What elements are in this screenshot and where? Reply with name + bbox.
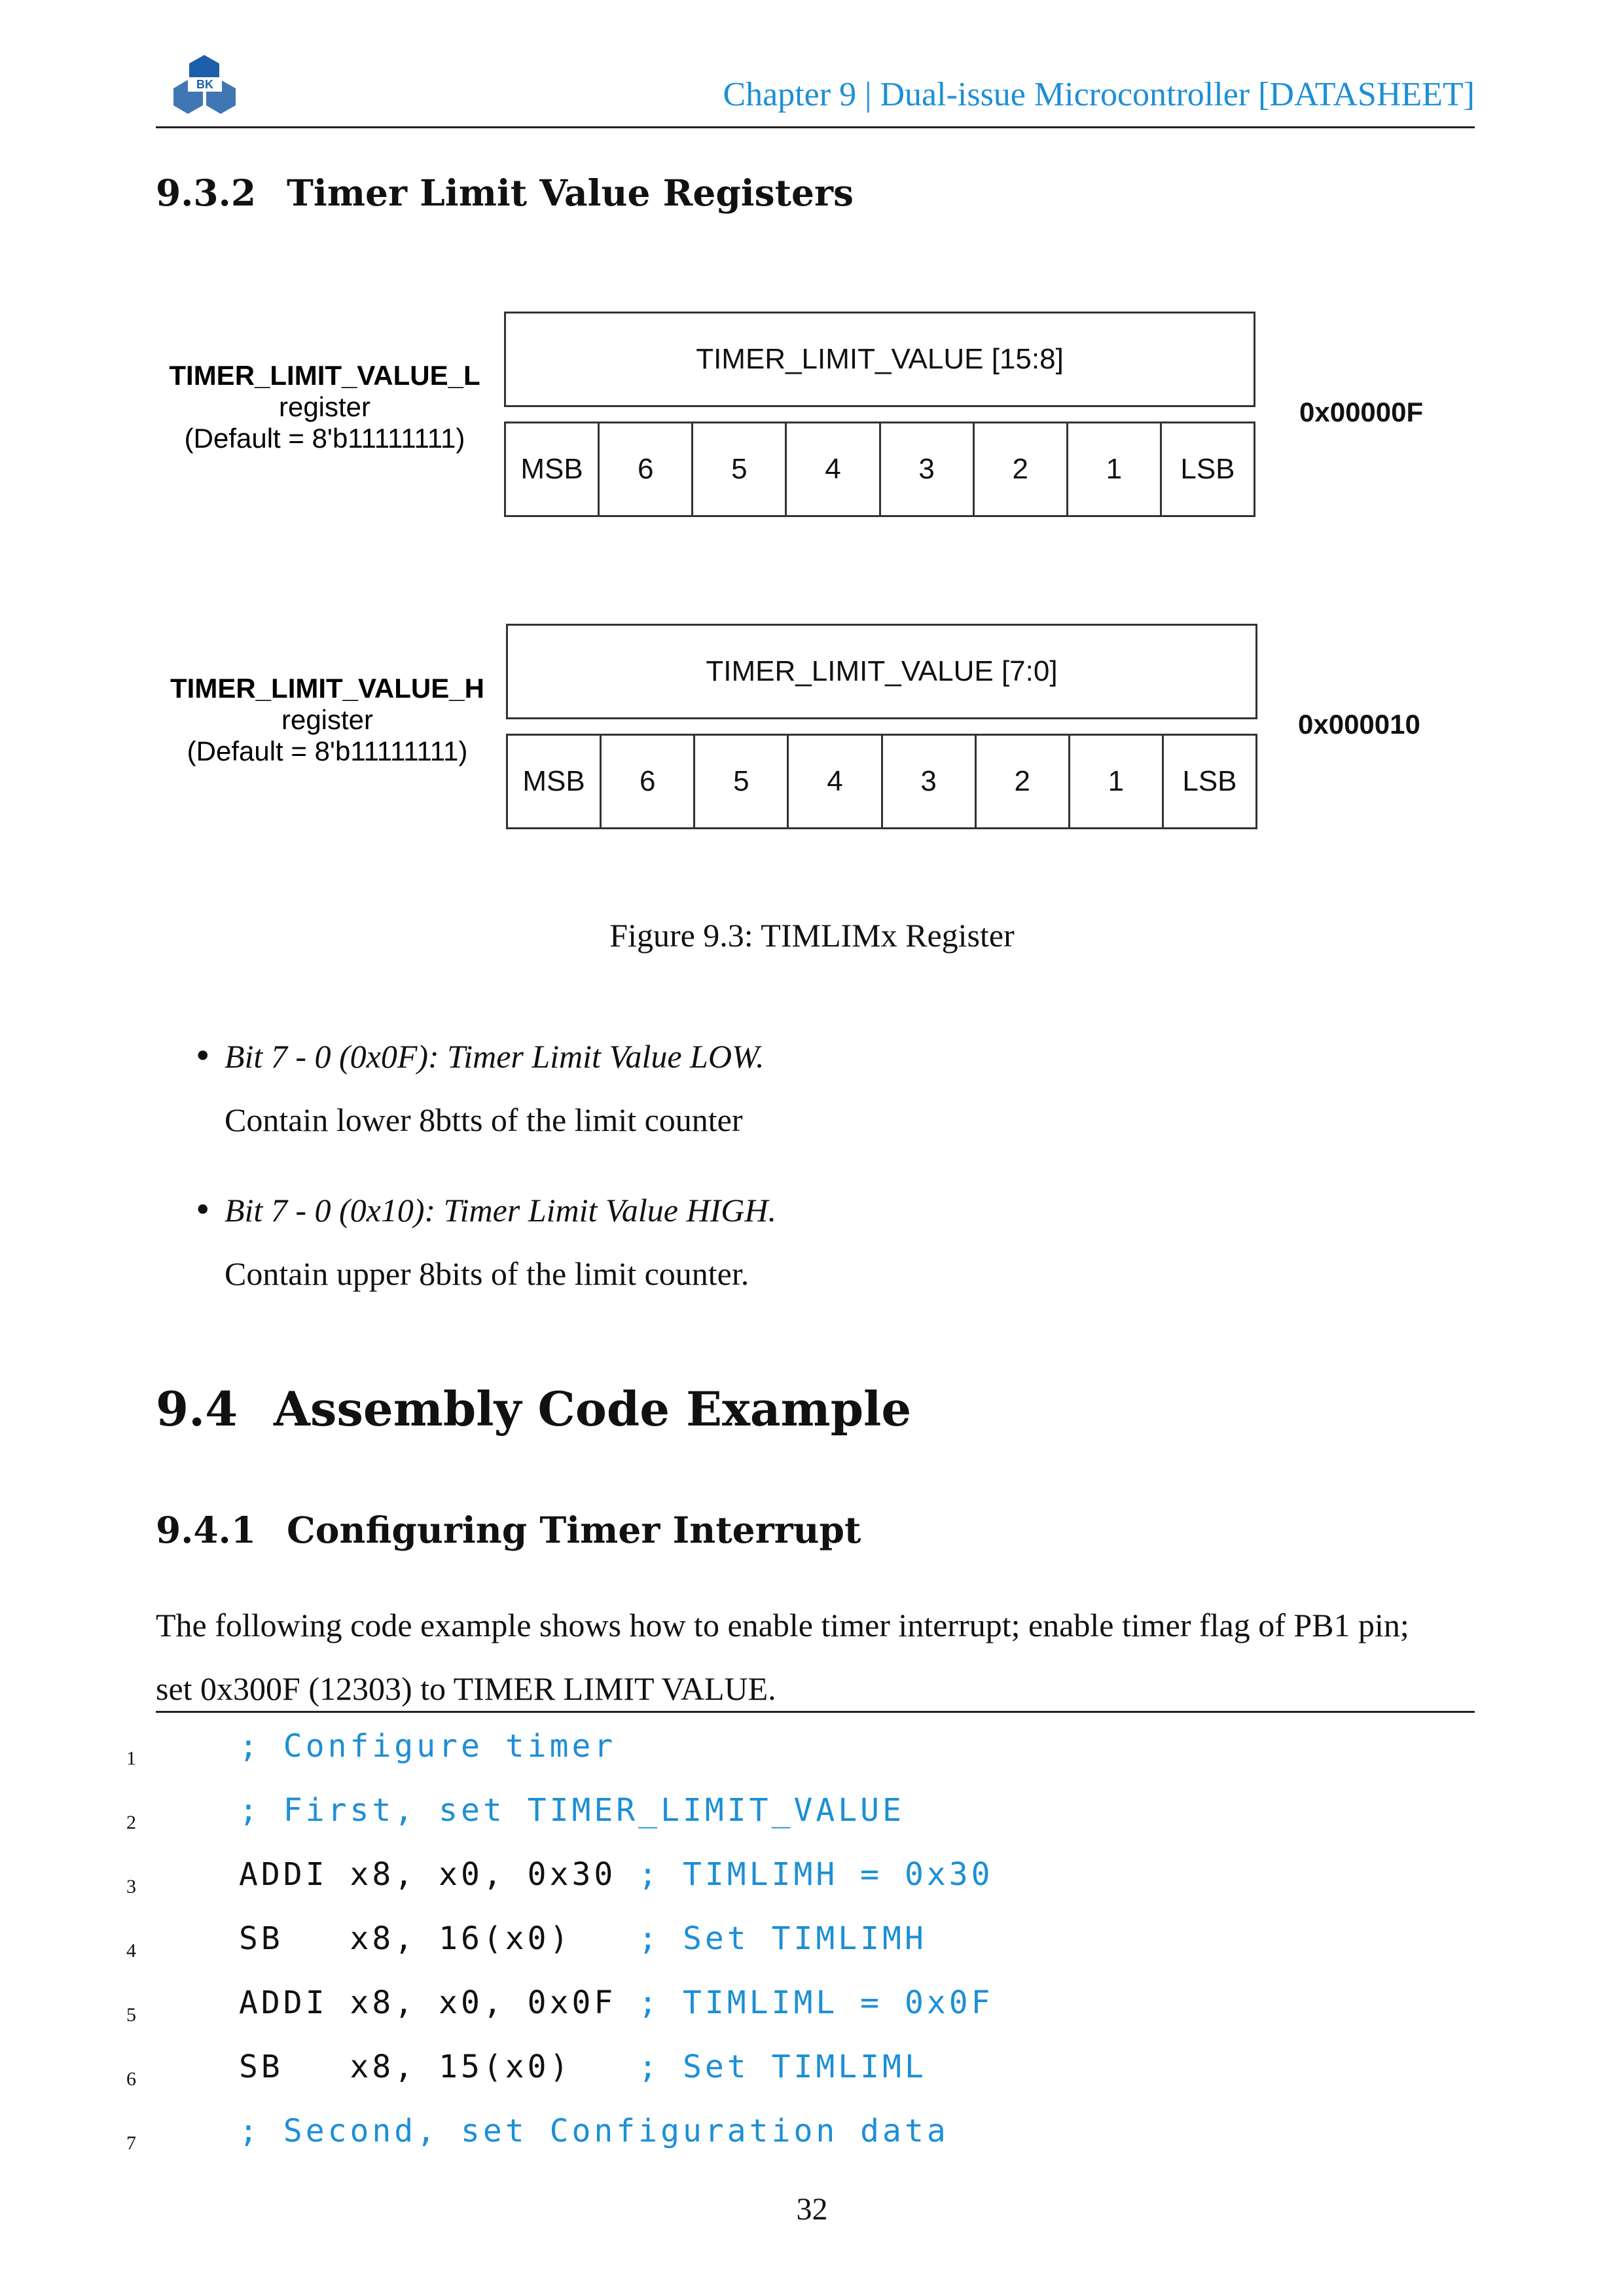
bit-cell: LSB <box>1182 765 1237 797</box>
code-comment: ; TIMLIML = 0x0F <box>638 1984 994 2021</box>
code-text: ; Second, set Configuration data <box>239 2113 949 2149</box>
paragraph-line: set 0x300F (12303) to TIMER LIMIT VALUE. <box>156 1670 776 1707</box>
figure-caption: Figure 9.3: TIMLIMx Register <box>609 917 1015 954</box>
code-block-divider <box>156 1711 1475 1713</box>
bit-cell: MSB <box>508 736 602 827</box>
code-text: ; First, set TIMER_LIMIT_VALUE <box>239 1792 905 1829</box>
code-comment: ; Set TIMLIMH <box>638 1920 927 1957</box>
register-address-high: 0x000010 <box>1298 709 1420 740</box>
section-heading-9-4-1: 9.4.1 Configuring Timer Interrupt <box>156 1509 861 1551</box>
page-number: 32 <box>796 2192 828 2227</box>
line-number: 7 <box>126 2132 136 2154</box>
code-instruction: SB x8, 16(x0) <box>239 1920 639 1957</box>
section-number: 9.3.2 <box>156 171 257 214</box>
register-bits-high: MSB 6 5 4 3 2 1 LSB <box>506 734 1257 829</box>
code-text: ADDI x8, x0, 0x30 ; TIMLIMH = 0x30 <box>239 1856 994 1893</box>
code-line: 3 ADDI x8, x0, 0x30 ; TIMLIMH = 0x30 <box>0 1856 1624 1915</box>
bullet-marker: • <box>193 1191 213 1229</box>
code-instruction: ADDI x8, x0, 0x0F <box>239 1984 639 2021</box>
bit-cell: LSB <box>1180 453 1235 485</box>
section-heading-9-3-2: 9.3.2 Timer Limit Value Registers <box>156 171 854 214</box>
bullet-title: Bit 7 - 0 (0x10): Timer Limit Value HIGH… <box>225 1192 776 1229</box>
bit-cell: 3 <box>881 423 975 515</box>
section-title: Assembly Code Example <box>274 1381 912 1437</box>
register-sub: register <box>281 704 374 735</box>
section-title: Configuring Timer Interrupt <box>287 1509 861 1551</box>
section-number: 9.4.1 <box>156 1509 257 1551</box>
register-default: (Default = 8'b11111111) <box>184 423 465 454</box>
body-paragraph: The following code example shows how to … <box>156 1594 1478 1721</box>
register-default: (Default = 8'b11111111) <box>187 736 468 766</box>
line-number: 3 <box>126 1876 136 1897</box>
line-number: 2 <box>126 1812 136 1833</box>
bullet-marker: • <box>193 1037 213 1075</box>
bit-cell: 4 <box>789 736 883 827</box>
code-comment: ; Set TIMLIML <box>638 2049 927 2085</box>
section-title: Timer Limit Value Registers <box>287 171 854 214</box>
register-field-box-low: TIMER_LIMIT_VALUE [15:8] <box>504 312 1255 407</box>
bullet-title: Bit 7 - 0 (0x0F): Timer Limit Value LOW. <box>225 1038 765 1075</box>
bullet-description: Contain upper 8bits of the limit counter… <box>225 1255 749 1292</box>
bit-cell: 5 <box>695 736 789 827</box>
code-line: 2 ; First, set TIMER_LIMIT_VALUE <box>0 1792 1624 1851</box>
register-bits-low: MSB 6 5 4 3 2 1 LSB <box>504 422 1255 517</box>
running-header: Chapter 9 | Dual-issue Microcontroller [… <box>723 76 1475 113</box>
code-text: ; Configure timer <box>239 1728 616 1765</box>
paragraph-line: The following code example shows how to … <box>156 1607 1409 1643</box>
register-field-box-high: TIMER_LIMIT_VALUE [7:0] <box>506 624 1257 719</box>
bit-cell: MSB <box>506 423 600 515</box>
bit-cell: 6 <box>600 423 694 515</box>
code-comment: ; TIMLIMH = 0x30 <box>638 1856 994 1893</box>
header-divider <box>156 126 1475 128</box>
line-number: 1 <box>126 1748 136 1769</box>
line-number: 5 <box>126 2004 136 2026</box>
code-text: SB x8, 15(x0) ; Set TIMLIML <box>239 2049 927 2085</box>
register-sub: register <box>278 391 371 422</box>
register-address-low: 0x00000F <box>1299 397 1424 427</box>
code-line: 6 SB x8, 15(x0) ; Set TIMLIML <box>0 2049 1624 2108</box>
svg-text:BK: BK <box>196 78 213 91</box>
code-text: ADDI x8, x0, 0x0F ; TIMLIML = 0x0F <box>239 1984 994 2021</box>
bit-cell: 3 <box>883 736 977 827</box>
line-number: 4 <box>126 1940 136 1962</box>
bit-cell: 1 <box>1068 423 1162 515</box>
register-label-high: TIMER_LIMIT_VALUE_H register (Default = … <box>164 673 491 767</box>
code-comment: ; Configure timer <box>239 1728 617 1765</box>
register-name: TIMER_LIMIT_VALUE_H <box>170 673 484 704</box>
bit-cell: 1 <box>1070 736 1164 827</box>
code-line: 7 ; Second, set Configuration data <box>0 2113 1624 2172</box>
bullet-description: Contain lower 8btts of the limit counter <box>225 1102 743 1138</box>
code-instruction: ADDI x8, x0, 0x30 <box>239 1856 639 1893</box>
code-line: 4 SB x8, 16(x0) ; Set TIMLIMH <box>0 1920 1624 1979</box>
bit-cell: 4 <box>787 423 881 515</box>
bit-cell: 2 <box>975 423 1068 515</box>
register-name: TIMER_LIMIT_VALUE_L <box>169 360 480 391</box>
section-heading-9-4: 9.4 Assembly Code Example <box>156 1381 911 1437</box>
code-text: SB x8, 16(x0) ; Set TIMLIMH <box>239 1920 927 1957</box>
university-logo-icon: BK <box>173 52 236 115</box>
bit-cell: 6 <box>602 736 696 827</box>
code-comment: ; Second, set Configuration data <box>239 2113 949 2149</box>
code-instruction: SB x8, 15(x0) <box>239 2049 639 2085</box>
register-label-low: TIMER_LIMIT_VALUE_L register (Default = … <box>161 360 488 454</box>
code-line: 5 ADDI x8, x0, 0x0F ; TIMLIML = 0x0F <box>0 1984 1624 2043</box>
bit-cell: 5 <box>693 423 787 515</box>
line-number: 6 <box>126 2068 136 2090</box>
section-number: 9.4 <box>156 1381 238 1437</box>
code-line: 1 ; Configure timer <box>0 1728 1624 1787</box>
bit-cell: 2 <box>977 736 1070 827</box>
code-comment: ; First, set TIMER_LIMIT_VALUE <box>239 1792 905 1829</box>
